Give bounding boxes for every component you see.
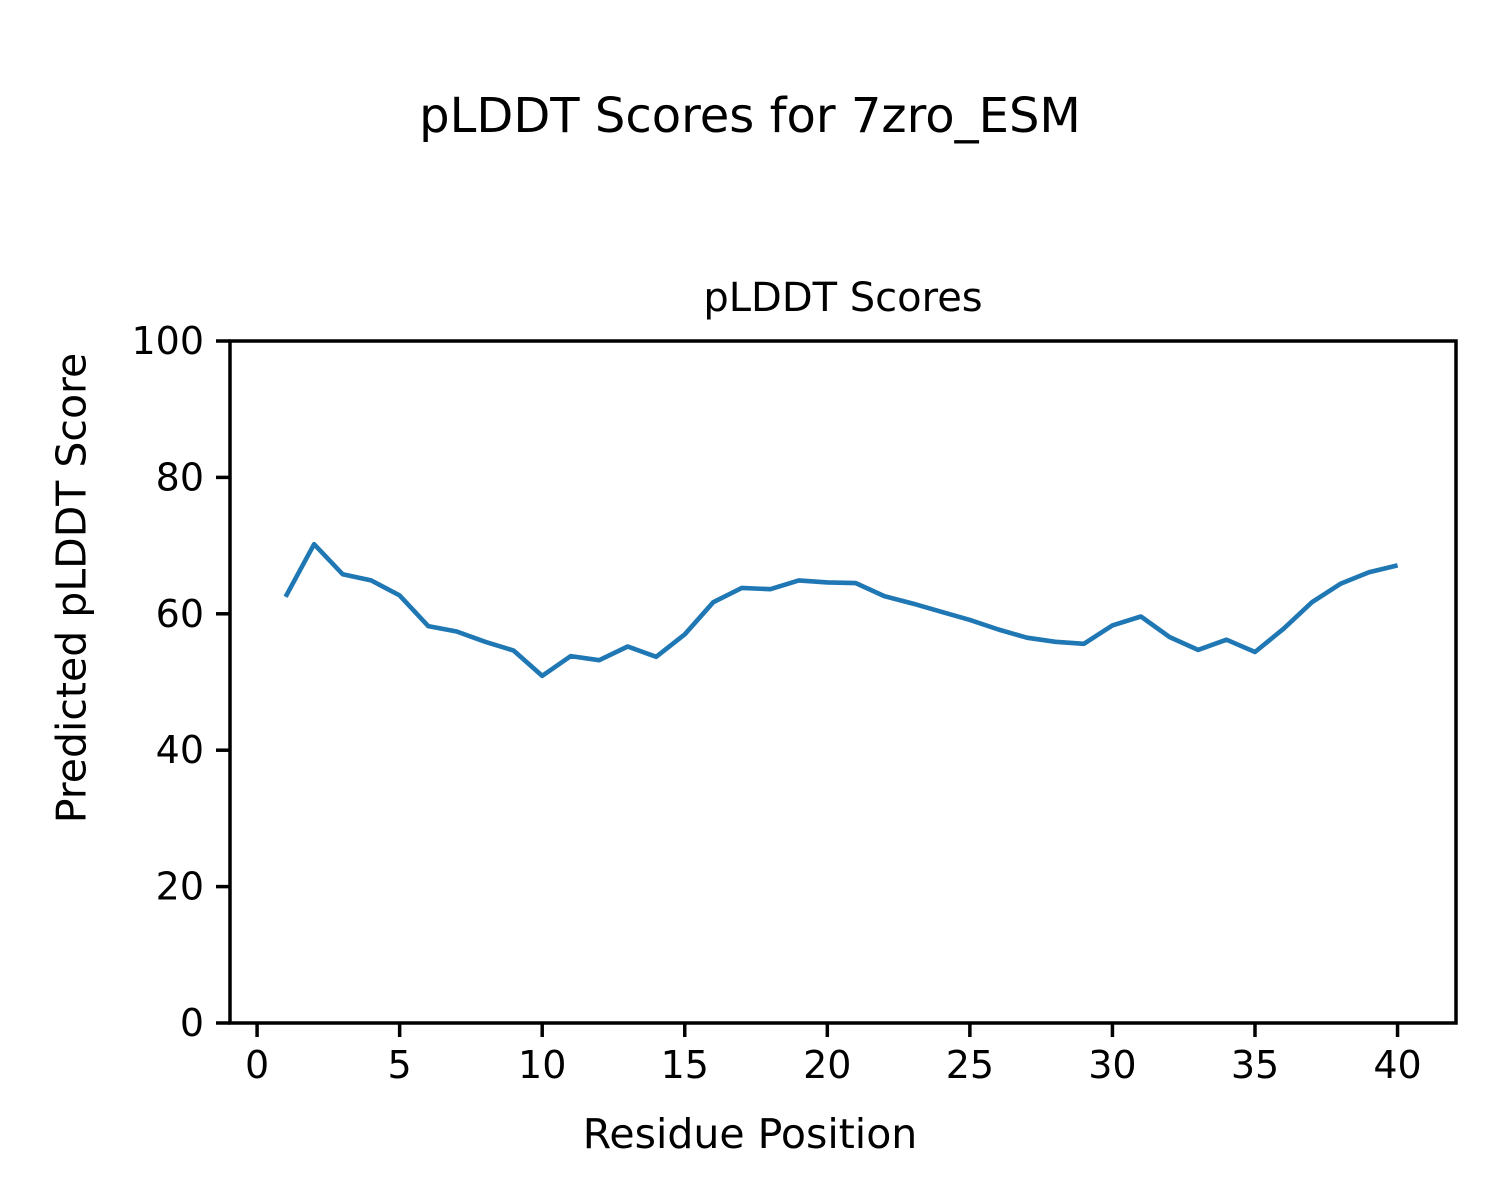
y-tick-label: 100 xyxy=(131,319,204,363)
x-tick-label: 25 xyxy=(946,1043,994,1087)
x-tick-label: 20 xyxy=(803,1043,851,1087)
plddt-line-series xyxy=(283,541,1399,679)
y-tick-label: 40 xyxy=(156,728,204,772)
axes-frame xyxy=(228,339,1458,1025)
x-tick-label: 30 xyxy=(1088,1043,1136,1087)
x-tick-label: 40 xyxy=(1373,1043,1421,1087)
x-tick-label: 35 xyxy=(1231,1043,1279,1087)
x-tick-label: 0 xyxy=(245,1043,269,1087)
x-axis-label: Residue Position xyxy=(582,1110,918,1158)
y-axis-label: Predicted pLDDT Score xyxy=(47,352,96,824)
y-tick-label: 20 xyxy=(156,865,204,909)
axes-title: pLDDT Scores xyxy=(703,275,983,321)
y-tick-label: 0 xyxy=(180,1001,204,1045)
x-tick-label: 5 xyxy=(388,1043,412,1087)
x-tick-label: 15 xyxy=(661,1043,709,1087)
x-tick-label: 10 xyxy=(518,1043,566,1087)
y-tick-label: 60 xyxy=(156,592,204,636)
y-tick-label: 80 xyxy=(156,455,204,499)
figure-title: pLDDT Scores for 7zro_ESM xyxy=(419,88,1081,144)
